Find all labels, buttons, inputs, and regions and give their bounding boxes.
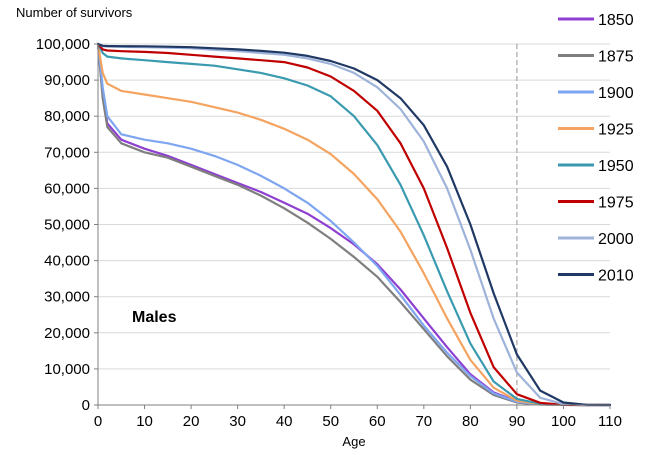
series-line-1950: [96, 42, 612, 407]
x-tick-label: 110: [598, 413, 622, 430]
x-tick-labels: 0 10 20 30 40 50 60 70 80 90 100 110: [94, 405, 622, 430]
legend-label-1975: 1975: [598, 195, 634, 212]
y-tick-label: 0: [82, 397, 90, 414]
legend-label-1925: 1925: [598, 122, 634, 139]
y-tick-label: 50,000: [44, 217, 90, 234]
legend-label-1950: 1950: [598, 158, 634, 175]
males-annotation: Males: [132, 309, 177, 326]
series-line-1975: [96, 42, 612, 407]
x-tick-label: 70: [415, 413, 432, 430]
x-tick-label: 100: [551, 413, 576, 430]
legend-label-1875: 1875: [598, 49, 634, 66]
legend-label-2010: 2010: [598, 268, 634, 285]
gridlines: [98, 43, 610, 370]
x-tick-label: 10: [136, 413, 153, 430]
x-tick-label: 50: [322, 413, 339, 430]
y-tick-label: 20,000: [44, 325, 90, 342]
x-tick-label: 60: [369, 413, 386, 430]
legend-label-1850: 1850: [598, 12, 634, 29]
y-tick-label: 80,000: [44, 108, 90, 125]
y-tick-label: 30,000: [44, 289, 90, 306]
x-tick-label: 40: [276, 413, 293, 430]
x-tick-label: 30: [229, 413, 246, 430]
y-tick-label: 90,000: [44, 72, 90, 89]
legend: 1850 1875 1900 1925 1950 1975 2000 2010: [558, 12, 634, 285]
y-tick-label: 60,000: [44, 180, 90, 197]
x-tick-label: 0: [94, 413, 102, 430]
y-tick-label: 40,000: [44, 253, 90, 270]
y-tick-label: 10,000: [44, 361, 90, 378]
y-axis-title: Number of survivors: [16, 5, 133, 20]
x-tick-label: 20: [183, 413, 200, 430]
x-tick-label: 90: [509, 413, 526, 430]
y-tick-label: 100,000: [36, 36, 90, 53]
series-line-2010: [96, 42, 612, 407]
series-lines: [96, 42, 612, 407]
legend-label-1900: 1900: [598, 85, 634, 102]
x-axis-title: Age: [342, 434, 365, 449]
x-tick-label: 80: [462, 413, 479, 430]
legend-label-2000: 2000: [598, 231, 634, 248]
series-line-1925: [96, 42, 612, 407]
y-tick-label: 70,000: [44, 144, 90, 161]
y-tick-labels: 0 10,000 20,000 30,000 40,000 50,000 60,000 70,…: [36, 36, 98, 414]
